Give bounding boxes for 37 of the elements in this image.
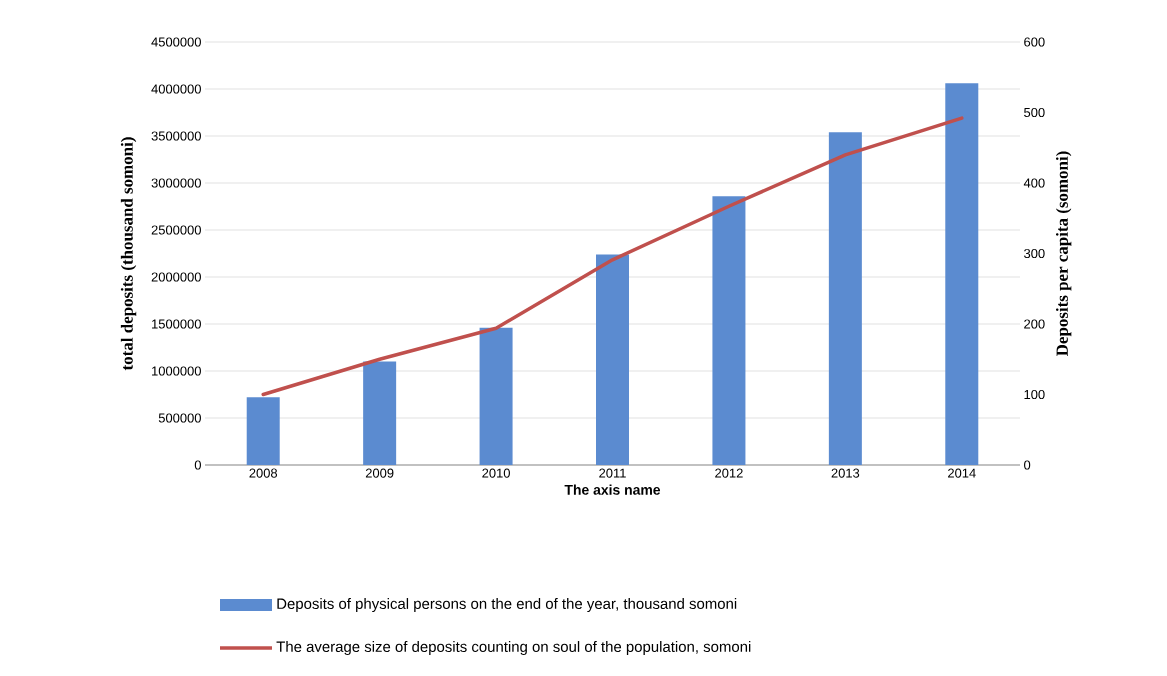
y-tick-label: 2000000 xyxy=(151,272,201,282)
y-tick-label: 4500000 xyxy=(151,37,201,47)
legend-label: The average size of deposits counting on soul of the population, somoni xyxy=(276,641,751,655)
y2-tick-label: 500 xyxy=(1024,107,1045,118)
y-tick-label: 2500000 xyxy=(151,225,201,235)
line-series xyxy=(261,116,964,397)
bar xyxy=(479,327,513,465)
y-tick-label: 1000000 xyxy=(152,366,201,376)
x-tick-label: 2013 xyxy=(831,468,860,478)
bar xyxy=(363,361,397,465)
y2-tick-label: 200 xyxy=(1024,319,1045,329)
bar xyxy=(945,83,979,465)
y-tick-label: 4000000 xyxy=(151,84,201,94)
y-tick-label: 0 xyxy=(194,460,201,470)
x-tick-label: 2008 xyxy=(249,468,278,478)
y2-tick-label: 100 xyxy=(1024,389,1045,400)
x-axis-title: The axis name xyxy=(564,484,661,495)
legend-label: Deposits of physical persons on the end of the year, thousand somoni xyxy=(277,598,737,612)
y2-tick-label: 400 xyxy=(1023,178,1045,188)
x-tick-label: 2010 xyxy=(482,468,510,478)
y2-tick-label: 600 xyxy=(1024,37,1045,47)
x-tick-label: 2009 xyxy=(365,468,394,478)
bar xyxy=(246,397,280,465)
y2-tick-label: 300 xyxy=(1024,248,1045,259)
y2-tick-label: 0 xyxy=(1024,460,1031,470)
y-axis-title: total deposits (thousand somoni) xyxy=(120,137,137,371)
bar xyxy=(596,254,629,465)
x-tick-label: 2011 xyxy=(599,468,626,478)
y-tick-label: 1500000 xyxy=(152,319,201,329)
y-tick-label: 3500000 xyxy=(151,131,201,141)
x-tick-label: 2012 xyxy=(715,468,743,478)
bar xyxy=(828,132,862,465)
y-tick-label: 3000000 xyxy=(151,178,201,188)
y2-axis-title: Deposits per capita (somoni) xyxy=(1055,151,1072,356)
y-tick-label: 500000 xyxy=(158,413,201,423)
x-tick-label: 2014 xyxy=(948,468,976,478)
bar xyxy=(712,196,746,465)
